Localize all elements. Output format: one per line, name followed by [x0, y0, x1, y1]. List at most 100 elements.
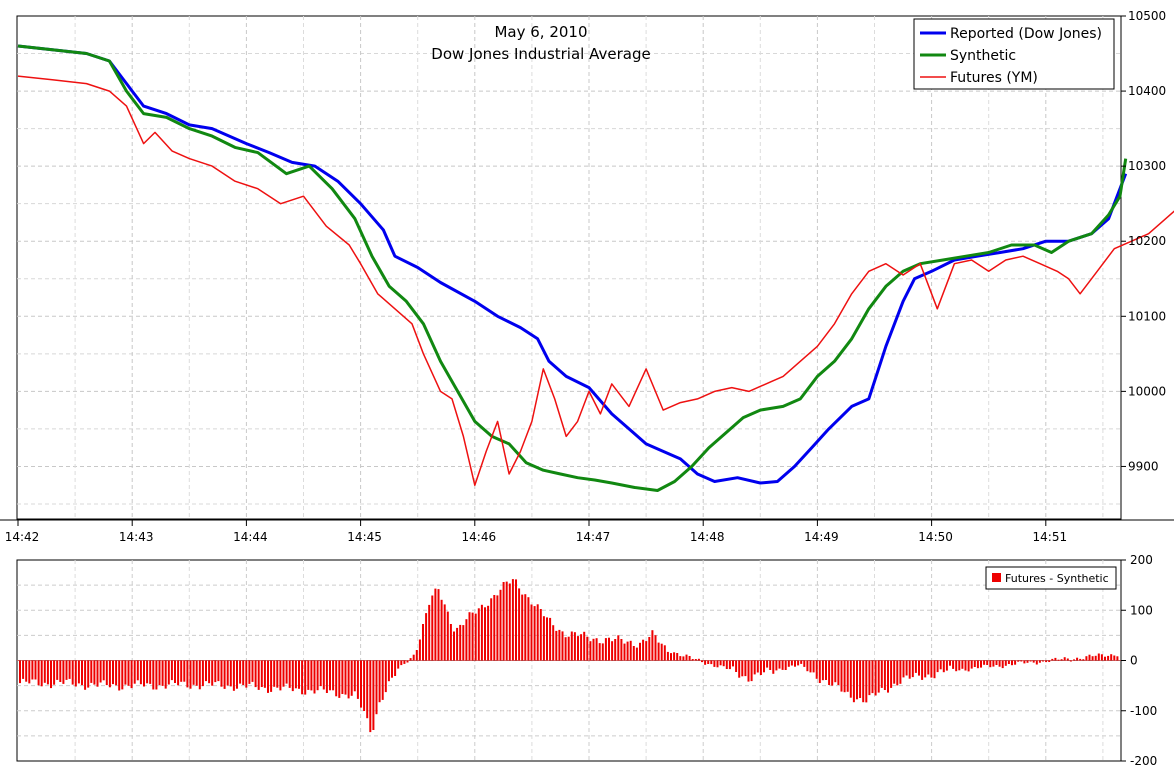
diff-bar [1029, 660, 1032, 662]
diff-bar [580, 634, 583, 661]
diff-bar [645, 641, 648, 661]
diff-bar [211, 660, 214, 686]
diff-bar [127, 660, 130, 686]
diff-bar [604, 638, 607, 661]
diff-bar [43, 660, 46, 683]
diff-bar [502, 582, 505, 661]
diff-bar [1004, 660, 1007, 666]
diff-bar [325, 660, 328, 693]
diff-bar [750, 660, 753, 682]
diff-bar [626, 641, 629, 661]
diff-bar [564, 637, 567, 661]
diff-bar [84, 660, 87, 690]
diff-bar [260, 660, 263, 687]
diff-bar [71, 660, 74, 685]
diff-bar [459, 624, 462, 661]
diff-bar [1073, 659, 1075, 661]
diff-bar [1063, 657, 1066, 661]
legend-label-futures: Futures (YM) [950, 70, 1038, 86]
diff-bar [121, 660, 124, 690]
chart-subtitle: Dow Jones Industrial Average [431, 45, 650, 63]
diff-bar [976, 660, 979, 669]
diff-bar [1035, 660, 1038, 665]
diff-bar [608, 637, 610, 661]
diff-bar [738, 660, 741, 678]
diff-bar [232, 660, 235, 691]
diff-bar [775, 660, 778, 671]
diff-bar [298, 660, 300, 689]
diff-bar [291, 660, 294, 692]
main-y-tick-label: 9900 [1128, 459, 1159, 473]
diff-bar [952, 660, 955, 669]
diff-bar [183, 660, 186, 682]
diff-y-tick-label: 200 [1130, 553, 1153, 567]
diff-bar [1001, 660, 1004, 669]
diff-bar [220, 660, 223, 687]
diff-bar [124, 660, 127, 685]
diff-bar [744, 660, 747, 677]
diff-bar [601, 643, 604, 661]
diff-bar [118, 660, 121, 691]
main-legend: Reported (Dow Jones) Synthetic Futures (… [913, 18, 1115, 90]
diff-bar [412, 654, 415, 661]
diff-bar [803, 660, 806, 667]
main-y-axis: 9900 10000 10100 10200 10300 10400 10500 [1121, 9, 1166, 473]
diff-bar [918, 660, 920, 676]
diff-bar [282, 660, 285, 687]
diff-bar [583, 631, 586, 661]
diff-bar [763, 660, 765, 673]
diff-bar [639, 642, 641, 661]
diff-bar [598, 643, 601, 661]
diff-bar [130, 660, 133, 689]
diff-bar [521, 594, 524, 661]
diff-bar [586, 636, 589, 661]
diff-bar [65, 660, 68, 680]
diff-bar [347, 660, 350, 699]
diff-bar [691, 659, 694, 661]
diff-bar [992, 660, 995, 667]
diff-bar [828, 660, 831, 685]
diff-bar [493, 595, 496, 661]
main-y-tick-label: 10000 [1128, 384, 1166, 398]
diff-bar [688, 656, 691, 661]
diff-bar [1020, 660, 1023, 662]
diff-bar [980, 660, 982, 668]
diff-bar [251, 660, 254, 682]
diff-bar [112, 660, 114, 685]
diff-bar [425, 613, 428, 661]
diff-bar [1007, 660, 1010, 664]
diff-bar [549, 617, 552, 661]
diff-bar [50, 660, 52, 689]
diff-bar [99, 660, 102, 683]
diff-bar [229, 660, 232, 687]
diff-bar [546, 617, 548, 661]
diff-bar [986, 660, 989, 665]
diff-bar [322, 660, 325, 690]
diff-bar [378, 660, 381, 703]
diff-bar [849, 660, 852, 698]
diff-bar [192, 660, 195, 685]
diff-bar [1042, 660, 1044, 662]
diff-bar [93, 660, 96, 685]
diff-bar [440, 599, 443, 661]
diff-bar [874, 660, 877, 696]
diff-bar [790, 660, 793, 666]
x-tick-label: 14:51 [1033, 530, 1068, 544]
diff-bar [406, 660, 409, 663]
diff-bar [635, 647, 638, 661]
diff-bar [843, 660, 846, 693]
diff-bar [474, 613, 477, 661]
diff-bar [924, 660, 927, 678]
diff-bar [428, 604, 431, 661]
diff-bar [865, 660, 868, 703]
diff-bar [484, 607, 486, 661]
diff-bar [896, 660, 899, 686]
x-tick-label: 14:50 [918, 530, 953, 544]
diff-bar [713, 660, 716, 667]
diff-bar [53, 660, 56, 685]
diff-bar [310, 660, 313, 691]
diff-bar [967, 660, 970, 672]
diff-bar [620, 639, 623, 661]
diff-bar [443, 604, 446, 661]
diff-bar [1104, 656, 1106, 661]
